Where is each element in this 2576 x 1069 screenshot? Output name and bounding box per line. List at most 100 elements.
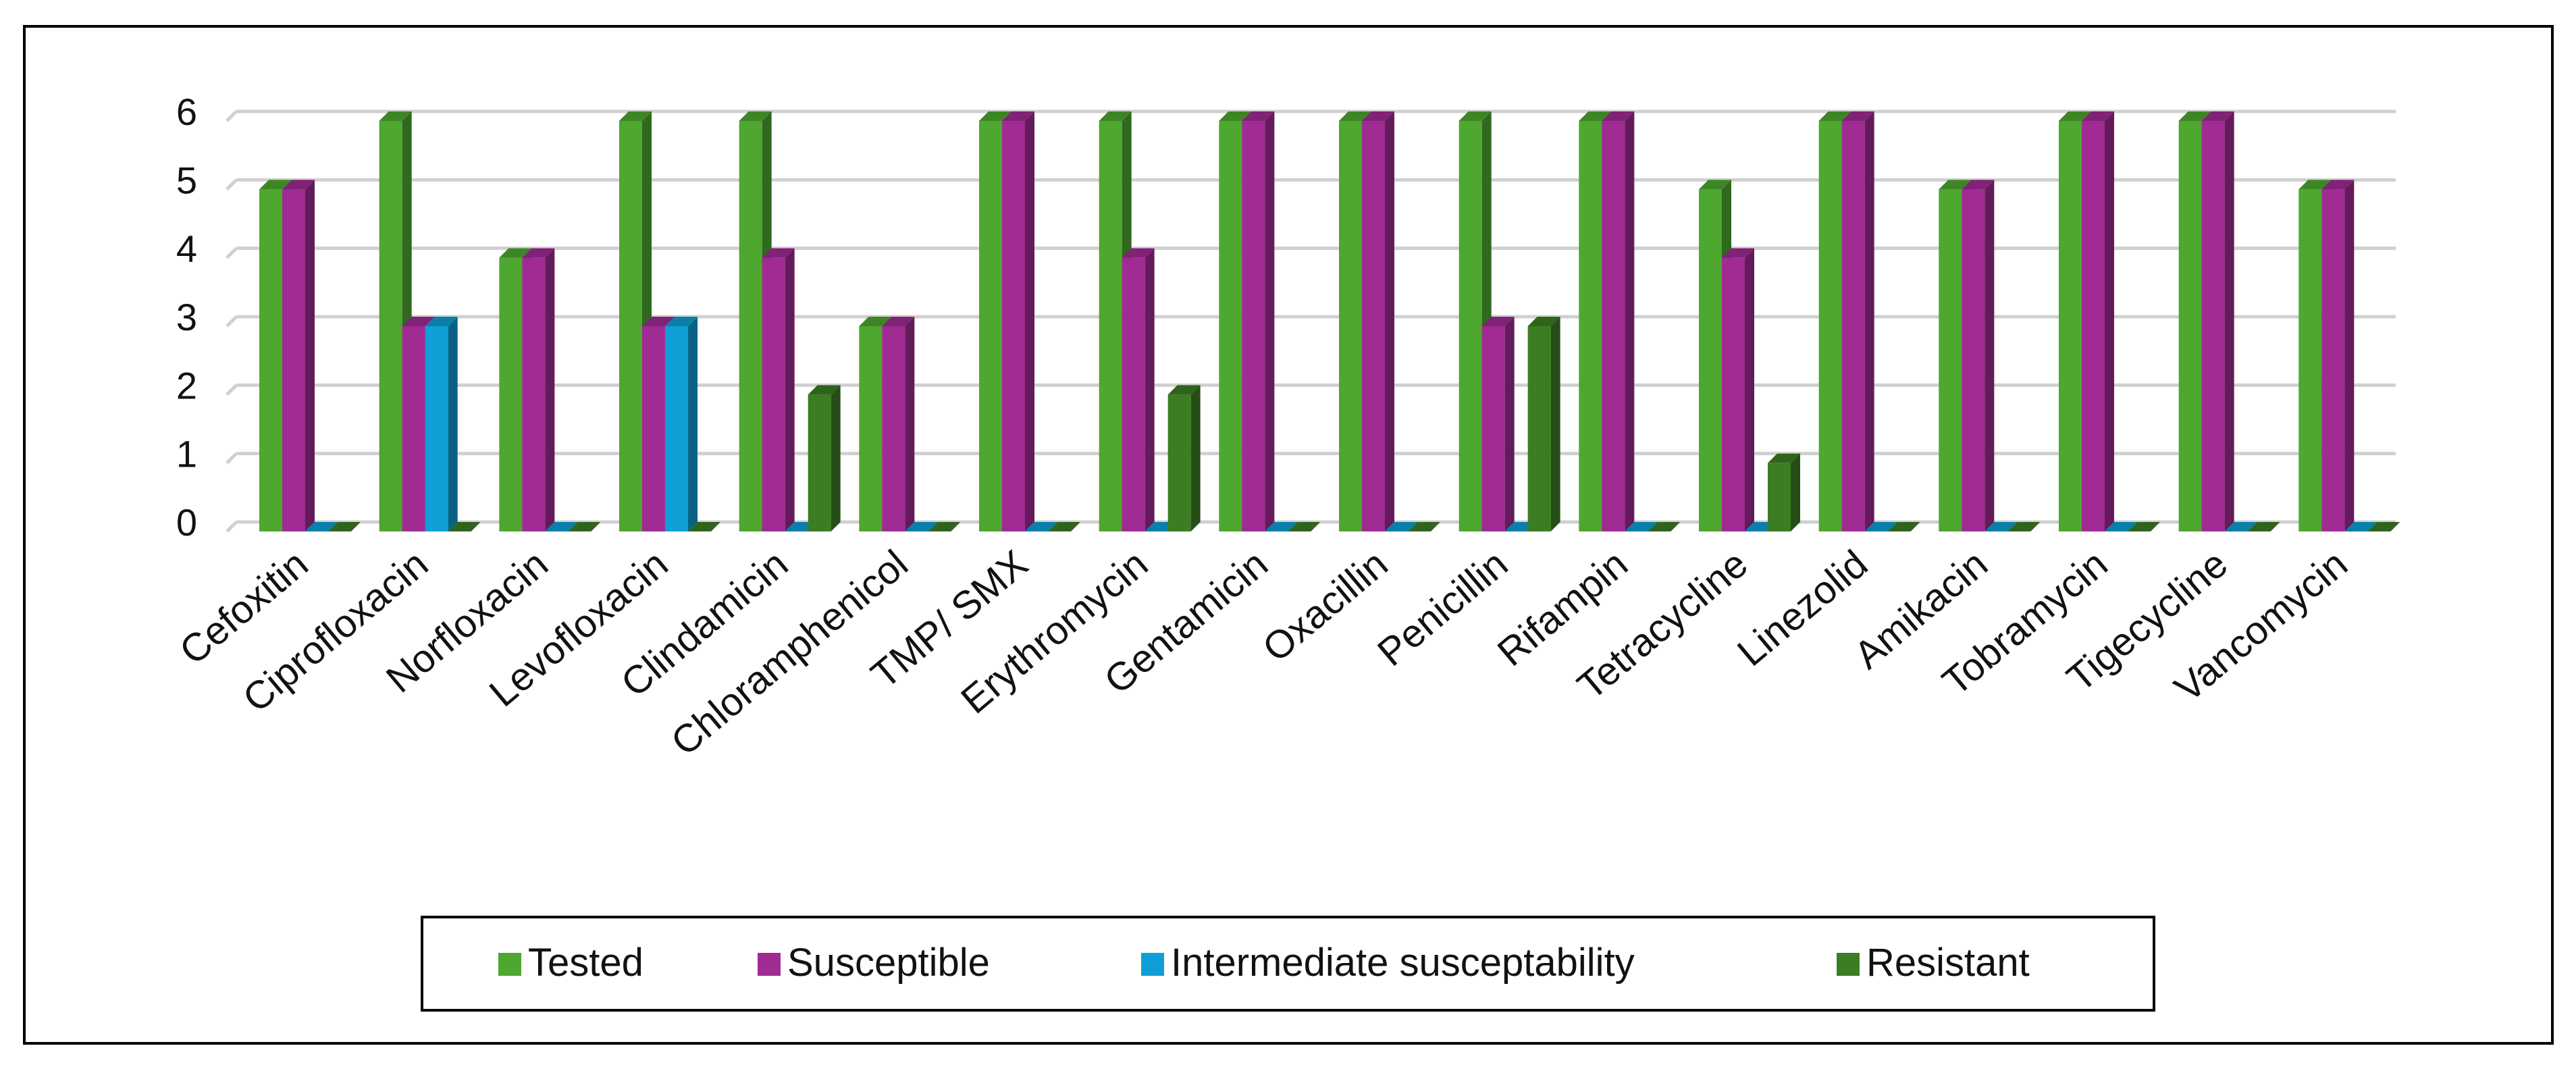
bar-susceptible-tmp-smx	[1002, 111, 1034, 531]
bar-resistant-rifampin	[1648, 522, 1681, 531]
bar-top	[2344, 522, 2377, 531]
y-tick-label-6: 6	[176, 90, 197, 133]
legend-swatch	[1837, 953, 1860, 976]
bar-side	[1864, 111, 1874, 531]
bar-side	[905, 317, 915, 531]
bar-side	[448, 317, 458, 531]
bar-susceptible-erythromycin	[1122, 248, 1155, 531]
bar-top	[762, 248, 795, 258]
legend-item-tested: Tested	[498, 941, 643, 985]
bar-intermediate-susceptability-tigecycline	[2224, 522, 2257, 531]
bar-intermediate-susceptability-rifampin	[1625, 522, 1658, 531]
gridline-depth-6	[226, 110, 238, 122]
bar-front	[1699, 189, 1722, 531]
bar-front	[1527, 326, 1551, 531]
bar-side	[1625, 111, 1635, 531]
bar-susceptible-penicillin	[1481, 317, 1515, 531]
bar-top	[1625, 522, 1658, 531]
bar-top	[1887, 522, 1920, 531]
bar-resistant-levofloxacin	[688, 522, 720, 531]
bar-side	[1385, 111, 1394, 531]
bar-front	[259, 189, 282, 531]
bar-front	[1768, 463, 1791, 531]
bars	[259, 111, 2400, 531]
gridline-depth-3	[226, 315, 238, 328]
bar-front	[1167, 394, 1191, 531]
bar-top	[2224, 522, 2257, 531]
gridline-depth-4	[226, 246, 238, 259]
bar-intermediate-susceptability-cefoxitin	[305, 522, 338, 531]
bar-side	[1504, 317, 1515, 531]
y-tick-label-4: 4	[176, 228, 197, 270]
bar-susceptible-oxacillin	[1362, 111, 1394, 531]
bar-top	[379, 111, 412, 121]
bar-top	[905, 522, 938, 531]
bar-top	[522, 248, 555, 258]
bar-side	[1025, 111, 1034, 531]
gridline-depth-5	[226, 178, 238, 191]
chart-border	[23, 25, 2554, 1045]
bar-front	[2321, 189, 2345, 531]
bar-resistant-tetracycline	[1768, 453, 1800, 531]
legend-label: Resistant	[1866, 941, 2030, 985]
y-tick-label-1: 1	[176, 433, 197, 475]
bar-intermediate-susceptability-norfloxacin	[545, 522, 578, 531]
bar-side	[785, 248, 795, 531]
y-axis-ticks: 0 1 2 3 4 5 6	[176, 90, 197, 544]
bar-front	[2201, 121, 2225, 531]
bar-top	[1841, 111, 1874, 121]
legend-label: Intermediate susceptability	[1171, 941, 1635, 985]
bar-front	[425, 326, 448, 531]
bar-side	[2344, 180, 2355, 531]
bar-top	[688, 522, 720, 531]
bar-side	[1791, 453, 1800, 531]
bar-intermediate-susceptability-oxacillin	[1385, 522, 1417, 531]
bar-top	[619, 111, 652, 121]
bar-top	[425, 317, 458, 326]
bar-top	[1288, 522, 1321, 531]
legend-box	[421, 916, 2155, 1012]
bar-front	[762, 257, 785, 531]
bar-front	[1122, 257, 1145, 531]
bar-front	[282, 189, 305, 531]
bar-top	[1362, 111, 1394, 121]
bar-top	[2082, 111, 2114, 121]
bar-top	[739, 111, 772, 121]
bar-intermediate-susceptability-gentamicin	[1265, 522, 1298, 531]
bar-susceptible-norfloxacin	[522, 248, 555, 531]
bar-front	[402, 326, 425, 531]
bar-front	[1458, 121, 1482, 531]
bar-top	[665, 317, 698, 326]
bar-front	[1362, 121, 1385, 531]
bar-top	[1122, 248, 1155, 258]
bar-intermediate-susceptability-tmp-smx	[1025, 522, 1057, 531]
bar-front	[1002, 121, 1025, 531]
bar-susceptible-tetracycline	[1722, 248, 1754, 531]
bar-top	[2321, 180, 2355, 190]
bar-top	[448, 522, 481, 531]
bar-side	[1984, 180, 1995, 531]
bar-susceptible-cefoxitin	[282, 180, 315, 531]
bar-top	[2201, 111, 2234, 121]
bar-resistant-clindamicin	[808, 385, 841, 531]
bar-top	[1984, 522, 2018, 531]
bar-susceptible-tigecycline	[2201, 111, 2234, 531]
bar-front	[808, 394, 831, 531]
bar-top	[499, 248, 532, 258]
bar-side	[1190, 385, 1201, 531]
bar-resistant-linezolid	[1887, 522, 1920, 531]
bar-susceptible-gentamicin	[1242, 111, 1275, 531]
bar-side	[2224, 111, 2234, 531]
legend-swatch	[1141, 953, 1164, 976]
bar-front	[1242, 121, 1265, 531]
bar-top	[1025, 522, 1057, 531]
bar-front	[1099, 121, 1122, 531]
bar-top	[1002, 111, 1034, 121]
bar-top	[1265, 522, 1298, 531]
legend-swatch	[498, 953, 521, 976]
bar-resistant-oxacillin	[1408, 522, 1440, 531]
bar-resistant-tmp-smx	[1048, 522, 1080, 531]
bar-top	[1939, 180, 1972, 190]
bar-front	[1818, 121, 1842, 531]
bar-resistant-vancomycin	[2367, 522, 2400, 531]
